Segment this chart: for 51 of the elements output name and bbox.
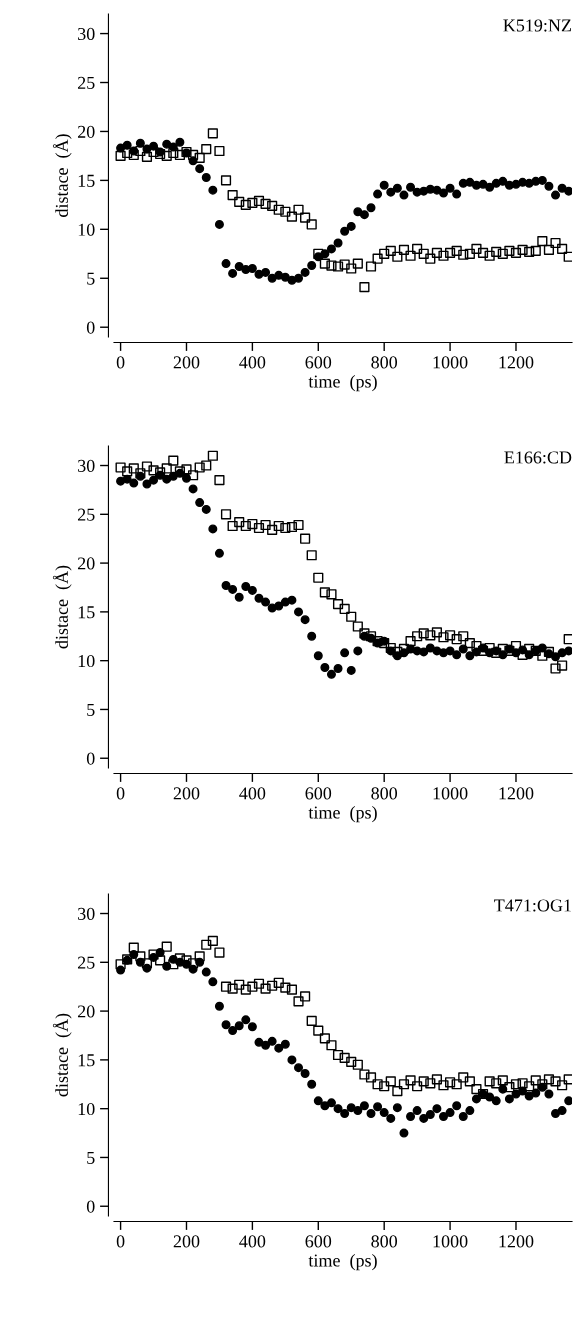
y-tick-label: 0 xyxy=(86,752,95,765)
y-tick-label: 30 xyxy=(78,459,95,472)
y-axis-title: distace (Å) xyxy=(52,134,72,217)
x-tick-label: 0 xyxy=(116,356,125,369)
annotation: T471:OG1 xyxy=(494,899,571,912)
y-tick-label: 0 xyxy=(86,1200,95,1213)
x-axis-title: time (ps) xyxy=(308,1253,377,1271)
x-tick-label: 200 xyxy=(173,787,200,800)
x-tick-label: 200 xyxy=(173,1235,200,1248)
x-tick-label: 400 xyxy=(239,356,266,369)
x-tick-label: 0 xyxy=(116,787,125,800)
x-axis-title: time (ps) xyxy=(308,374,377,392)
y-tick-label: 10 xyxy=(78,1102,95,1116)
y-tick-label: 20 xyxy=(77,1005,95,1018)
x-tick-label: 1200 xyxy=(499,1235,534,1248)
y-tick-label: 25 xyxy=(77,76,95,89)
y-tick-label: 5 xyxy=(87,1151,95,1164)
y-axis-title: distace (Å) xyxy=(52,565,72,649)
y-axis-title: distace (Å) xyxy=(52,1013,72,1097)
x-tick-label: 400 xyxy=(239,1235,266,1248)
y-tick-label: 30 xyxy=(78,27,95,41)
x-tick-label: 600 xyxy=(305,787,332,800)
y-tick-label: 10 xyxy=(78,223,95,236)
y-tick-label: 25 xyxy=(77,956,95,969)
y-tick-label: 20 xyxy=(77,557,95,570)
x-tick-label: 800 xyxy=(371,356,398,369)
annotation: E166:CD xyxy=(504,451,572,464)
x-tick-label: 1000 xyxy=(433,1235,468,1248)
y-tick-label: 5 xyxy=(87,272,95,285)
y-tick-label: 30 xyxy=(78,907,95,920)
y-tick-label: 0 xyxy=(86,321,95,334)
y-tick-label: 10 xyxy=(78,654,95,668)
y-tick-label: 15 xyxy=(78,1054,95,1067)
x-tick-label: 0 xyxy=(116,1235,125,1248)
x-tick-label: 600 xyxy=(305,356,332,369)
y-tick-label: 15 xyxy=(78,606,95,619)
annotation: K519:NZ xyxy=(503,19,572,32)
x-tick-label: 800 xyxy=(371,1235,398,1248)
x-tick-label: 1000 xyxy=(433,356,468,369)
x-tick-label: 600 xyxy=(305,1235,332,1248)
x-tick-label: 200 xyxy=(173,356,200,369)
x-tick-label: 1200 xyxy=(499,356,534,369)
x-tick-label: 400 xyxy=(239,787,266,800)
y-tick-label: 5 xyxy=(87,703,95,716)
y-tick-label: 25 xyxy=(77,508,95,521)
y-tick-label: 15 xyxy=(78,174,95,187)
x-tick-label: 1200 xyxy=(499,787,534,800)
x-tick-label: 1000 xyxy=(433,787,468,800)
x-tick-label: 800 xyxy=(371,787,398,800)
x-axis-title: time (ps) xyxy=(308,805,377,823)
y-tick-label: 20 xyxy=(77,125,95,138)
